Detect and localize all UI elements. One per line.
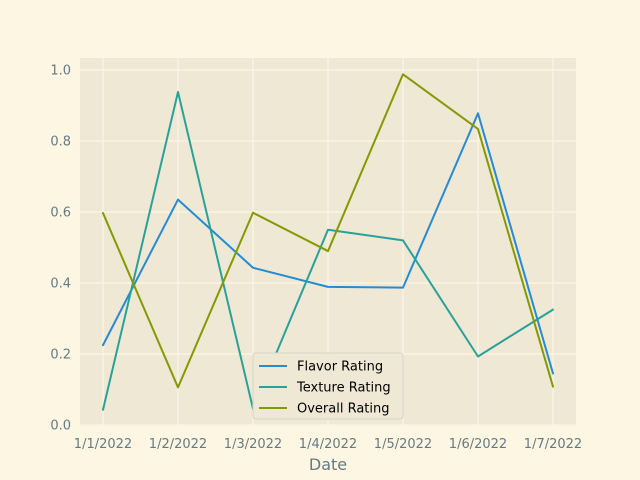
y-tick-label: 0.0 <box>50 419 71 434</box>
legend-label: Flavor Rating <box>297 360 383 375</box>
x-tick-labels: 1/1/2022 1/2/2022 1/3/2022 1/4/2022 1/5/2022… <box>74 437 582 452</box>
x-tick-label: 1/1/2022 <box>74 437 132 452</box>
x-tick-label: 1/2/2022 <box>149 437 207 452</box>
series-lines <box>102 73 554 411</box>
x-tick-label: 1/7/2022 <box>524 437 582 452</box>
y-tick-label: 0.6 <box>50 206 71 221</box>
y-tick-label: 0.2 <box>50 348 71 363</box>
series-line <box>102 112 554 375</box>
y-tick-label: 0.4 <box>50 277 71 292</box>
series-line <box>102 91 554 411</box>
x-tick-label: 1/3/2022 <box>224 437 282 452</box>
legend-box <box>252 352 404 420</box>
y-tick-labels: 0.0 0.2 0.4 0.6 0.8 1.0 <box>50 64 71 434</box>
x-tick-label: 1/6/2022 <box>449 437 507 452</box>
legend: Flavor Rating Texture Rating Overall Ratin… <box>252 352 404 420</box>
x-axis-label: Date <box>309 455 347 474</box>
series-line <box>102 73 554 389</box>
x-tick-label: 1/5/2022 <box>374 437 432 452</box>
y-tick-label: 1.0 <box>50 64 71 79</box>
legend-label: Overall Rating <box>297 402 390 417</box>
x-tick-label: 1/4/2022 <box>299 437 357 452</box>
y-tick-label: 0.8 <box>50 135 71 150</box>
legend-label: Texture Rating <box>296 381 391 396</box>
